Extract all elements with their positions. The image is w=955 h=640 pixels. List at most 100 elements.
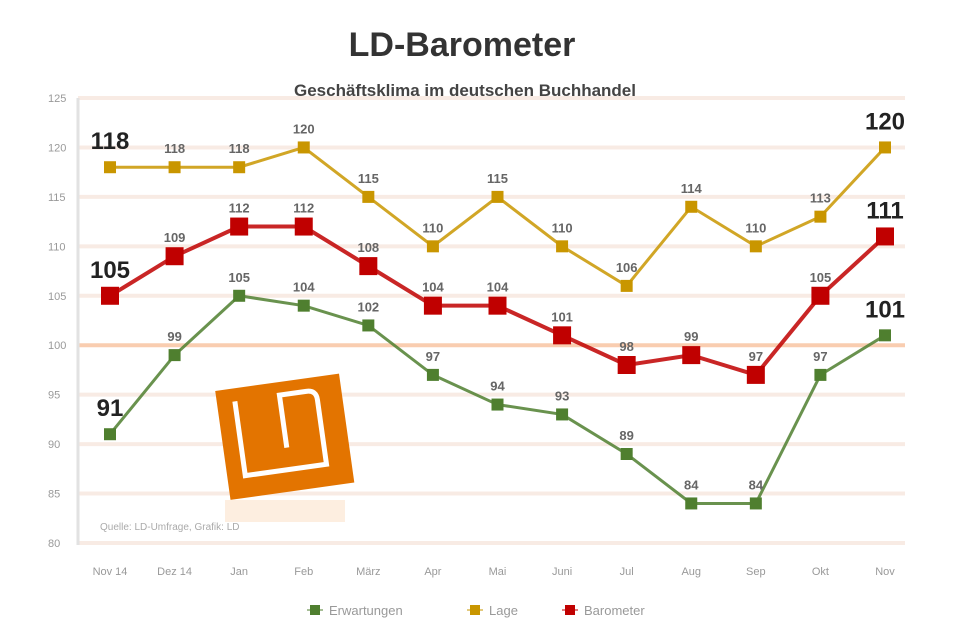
data-label: 113 xyxy=(810,191,831,206)
data-point xyxy=(556,408,569,421)
ld-logo xyxy=(215,373,355,522)
y-tick-label: 95 xyxy=(48,390,60,402)
data-label: 106 xyxy=(616,260,638,275)
chart-subtitle: Geschäftsklima im deutschen Buchhandel xyxy=(294,81,636,100)
data-point xyxy=(617,356,636,374)
data-label: 101 xyxy=(551,309,573,324)
series-barometer: 105 109 112 112 108 104 104 101 98 99 97 105 111 xyxy=(90,197,904,384)
y-tick-label: 115 xyxy=(48,192,66,204)
data-point xyxy=(488,296,507,315)
data-label: 108 xyxy=(357,240,379,255)
data-point xyxy=(620,448,633,460)
data-label: 99 xyxy=(684,329,698,344)
data-label: 118 xyxy=(229,141,250,156)
data-label: 84 xyxy=(684,477,699,492)
data-label: 105 xyxy=(810,270,832,285)
data-label: 102 xyxy=(357,299,379,314)
data-point xyxy=(426,368,439,381)
y-tick-label: 80 xyxy=(48,538,60,550)
y-tick-label: 110 xyxy=(48,241,66,253)
data-point xyxy=(362,190,375,203)
data-point xyxy=(491,398,504,411)
data-point xyxy=(297,299,310,312)
data-point xyxy=(230,217,249,236)
data-point xyxy=(168,349,181,362)
y-tick-label: 120 xyxy=(48,142,66,154)
data-point xyxy=(749,497,762,510)
series-lage: 118 118 118 120 115 110 115 110 106 114 110 113 120 xyxy=(91,108,905,292)
data-label: 109 xyxy=(164,230,186,245)
data-label: 115 xyxy=(487,171,508,186)
x-tick-label: Aug xyxy=(681,566,701,578)
data-point xyxy=(104,428,116,441)
data-point xyxy=(749,240,762,253)
data-label: 104 xyxy=(422,280,444,295)
legend-label: Lage xyxy=(489,603,518,618)
data-point xyxy=(879,141,891,154)
x-tick-label: Jan xyxy=(230,566,248,578)
data-label: 111 xyxy=(866,197,903,224)
data-point xyxy=(168,161,181,174)
data-point xyxy=(426,240,439,253)
data-point xyxy=(104,161,116,174)
x-tick-label: Mai xyxy=(489,566,507,578)
data-label: 118 xyxy=(91,128,130,155)
legend-marker xyxy=(470,605,480,615)
data-label: 105 xyxy=(228,270,250,285)
data-point xyxy=(165,247,184,266)
data-label: 105 xyxy=(90,257,130,284)
data-label: 94 xyxy=(490,379,505,394)
series-line xyxy=(110,145,887,288)
data-label: 110 xyxy=(422,220,443,235)
data-point xyxy=(685,200,698,213)
x-tick-label: Juni xyxy=(552,566,572,578)
y-tick-label: 100 xyxy=(48,340,66,352)
legend-item-barometer: Barometer xyxy=(562,603,645,618)
legend-item-erwartungen: Erwartungen xyxy=(307,603,403,618)
data-point xyxy=(814,210,827,223)
x-tick-label: Apr xyxy=(424,566,441,578)
x-tick-label: Jul xyxy=(620,566,634,578)
data-point xyxy=(233,289,246,302)
data-label: 120 xyxy=(293,121,315,136)
data-point xyxy=(620,279,633,292)
legend-item-lage: Lage xyxy=(467,603,518,618)
legend-marker xyxy=(565,605,575,615)
data-label: 97 xyxy=(749,349,763,364)
y-tick-label: 105 xyxy=(48,291,66,303)
data-point xyxy=(359,257,378,276)
data-point xyxy=(746,365,765,384)
data-label: 84 xyxy=(749,477,764,492)
data-point xyxy=(491,190,504,203)
data-label: 115 xyxy=(358,171,379,186)
x-tick-label: Feb xyxy=(294,566,313,578)
data-label: 97 xyxy=(426,349,440,364)
data-point xyxy=(814,368,827,381)
data-label: 112 xyxy=(293,201,314,216)
series-erwartungen: 91 99 105 104 102 97 94 93 89 84 84 97 101 xyxy=(97,270,905,510)
data-label: 110 xyxy=(552,220,573,235)
data-label: 118 xyxy=(164,141,185,156)
data-point xyxy=(876,227,894,246)
y-tick-label: 125 xyxy=(48,93,66,105)
data-label: 98 xyxy=(619,339,633,354)
data-point xyxy=(682,346,701,365)
legend-label: Erwartungen xyxy=(329,603,403,618)
data-point xyxy=(556,240,569,253)
y-tick-label: 90 xyxy=(48,439,60,451)
data-label: 104 xyxy=(487,280,509,295)
data-point xyxy=(553,326,572,345)
data-label: 97 xyxy=(813,349,827,364)
data-point xyxy=(101,286,119,305)
data-label: 101 xyxy=(865,296,905,323)
data-label: 114 xyxy=(681,181,703,196)
data-label: 91 xyxy=(97,395,124,422)
data-point xyxy=(811,286,830,305)
data-label: 104 xyxy=(293,280,315,295)
data-point xyxy=(233,161,246,174)
data-point xyxy=(685,497,698,510)
data-label: 110 xyxy=(745,220,766,235)
chart-title: LD-Barometer xyxy=(349,26,576,64)
data-point xyxy=(362,319,375,332)
